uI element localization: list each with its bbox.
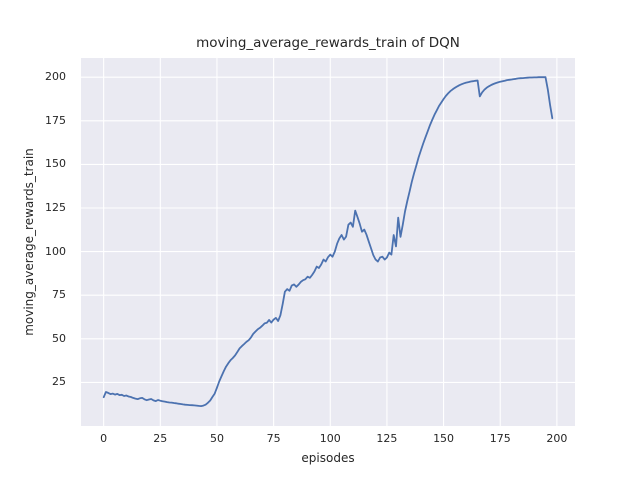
- y-axis-label: moving_average_rewards_train: [22, 148, 36, 336]
- y-tick-100: 100: [45, 244, 66, 258]
- x-axis-label: episodes: [301, 451, 355, 465]
- y-tick-75: 75: [52, 288, 66, 302]
- y-tick-175: 175: [45, 113, 66, 127]
- x-tick-50: 50: [209, 432, 224, 445]
- x-tick-75: 75: [266, 432, 281, 445]
- y-tick-200: 200: [45, 70, 66, 84]
- y-tick-125: 125: [45, 200, 66, 214]
- chart-title: moving_average_rewards_train of DQN: [196, 35, 460, 51]
- y-tick-150: 150: [45, 157, 66, 171]
- x-tick-150: 150: [433, 432, 455, 445]
- x-tick-125: 125: [376, 432, 398, 445]
- y-tick-25: 25: [52, 375, 66, 389]
- x-tick-100: 100: [319, 432, 341, 445]
- series-line-dqn: [102, 76, 554, 407]
- x-tick-200: 200: [546, 432, 568, 445]
- x-tick-25: 25: [153, 432, 168, 445]
- x-tick-0: 0: [100, 432, 108, 445]
- y-tick-50: 50: [52, 331, 66, 345]
- gridlines: [81, 58, 575, 426]
- axes-background: [81, 58, 575, 426]
- x-tick-175: 175: [489, 432, 511, 445]
- plot-area: [81, 58, 575, 426]
